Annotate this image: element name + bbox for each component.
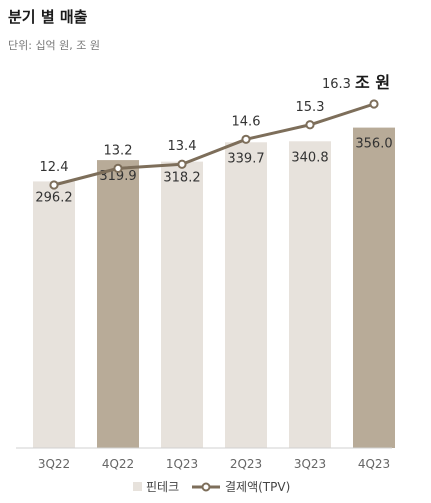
bar-label-3q22: 296.2 [35,190,72,205]
x-tick-3q22: 3Q22 [38,457,70,471]
tpv-point-3q23 [305,120,315,130]
bar-2q23 [225,142,267,448]
legend: 핀테크 결제액(TPV) [133,480,290,494]
tpv-line [53,102,375,187]
tpv-point-3q22 [49,180,59,190]
line-series: 12.4 13.2 13.4 14.6 15.3 16.3 조 원 [40,73,390,190]
chart-title: 분기 별 매출 [8,8,88,26]
tpv-point-4q22 [113,163,123,173]
bar-4q23 [353,127,395,448]
legend-label-fintech: 핀테크 [146,480,179,494]
tpv-label-1q23: 13.4 [168,139,197,154]
x-tick-4q23: 4Q23 [358,457,390,471]
legend-bar-swatch [133,482,142,491]
tpv-point-4q23 [369,99,379,109]
tpv-label-2q23: 14.6 [232,114,261,129]
tpv-label-4q23: 16.3 조 원 [322,73,390,92]
bar-series: 296.2 319.9 318.2 339.7 340.8 356.0 [33,127,395,449]
bar-label-3q23: 340.8 [291,150,328,165]
bar-label-1q23: 318.2 [163,171,200,186]
bar-1q23 [161,161,203,448]
chart-unit-note: 단위: 십억 원, 조 원 [8,39,101,52]
tpv-label-3q22: 12.4 [40,160,69,175]
tpv-point-1q23 [177,159,187,169]
bar-label-4q23: 356.0 [355,137,392,152]
x-axis-ticks: 3Q22 4Q22 1Q23 2Q23 3Q23 4Q23 [38,457,390,471]
x-tick-2q23: 2Q23 [230,457,262,471]
tpv-label-4q22: 13.2 [104,143,133,158]
x-tick-4q22: 4Q22 [102,457,134,471]
tpv-label-3q23: 15.3 [296,100,325,115]
x-tick-1q23: 1Q23 [166,457,198,471]
legend-line-marker [201,482,211,492]
bar-4q22 [97,160,139,448]
bar-label-2q23: 339.7 [227,151,264,166]
tpv-point-2q23 [241,134,251,144]
x-tick-3q23: 3Q23 [294,457,326,471]
legend-label-tpv: 결제액(TPV) [225,480,290,494]
bar-3q22 [33,181,75,449]
bar-label-4q22: 319.9 [99,169,136,184]
bar-3q23 [289,141,331,448]
